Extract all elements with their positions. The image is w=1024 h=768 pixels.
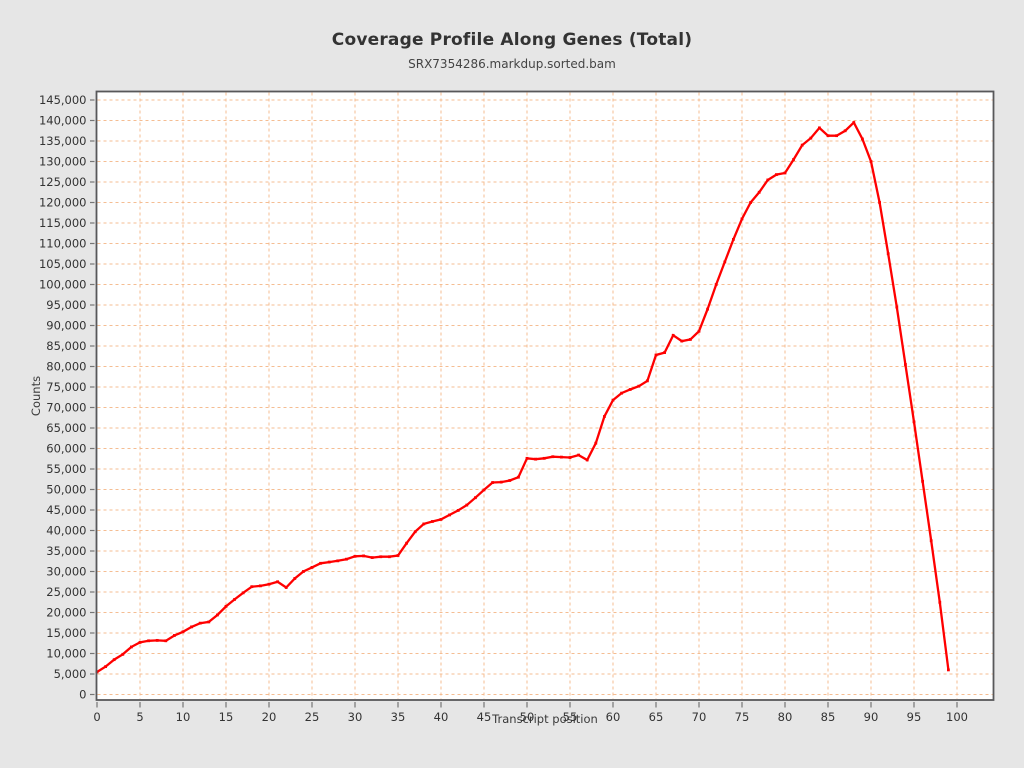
y-tick-label: 5,000 — [54, 667, 87, 681]
x-tick-label: 60 — [606, 710, 621, 724]
y-tick-label: 35,000 — [46, 544, 86, 558]
y-tick-label: 10,000 — [46, 647, 86, 661]
y-tick-label: 65,000 — [46, 421, 86, 435]
y-tick-label: 25,000 — [46, 585, 86, 599]
x-axis-title: Transcript position — [492, 712, 598, 726]
y-tick-label: 110,000 — [39, 237, 87, 251]
y-tick-label: 20,000 — [46, 606, 86, 620]
y-axis-title: Counts — [29, 375, 43, 417]
y-tick-label: 75,000 — [46, 380, 86, 394]
y-tick-label: 120,000 — [39, 196, 87, 210]
x-tick-label: 0 — [93, 710, 100, 724]
x-tick-label: 95 — [907, 710, 922, 724]
x-tick-label: 70 — [692, 710, 707, 724]
plot-border — [95, 90, 995, 701]
plot-area — [96, 91, 994, 700]
y-tick-label: 80,000 — [46, 360, 86, 374]
y-tick-label: 95,000 — [46, 298, 86, 312]
y-tick-labels: 0 5,000 10,000 15,000 20,000 25,000 30,000 35,0… — [39, 93, 87, 702]
grid-layer — [97, 92, 993, 699]
x-tick-label: 20 — [262, 710, 277, 724]
x-tick-label: 90 — [864, 710, 879, 724]
x-tick-label: 65 — [649, 710, 664, 724]
y-tick-label: 135,000 — [39, 134, 87, 148]
y-tick-label: 140,000 — [39, 114, 87, 128]
chart-subtitle: SRX7354286.markdup.sorted.bam — [408, 57, 616, 71]
y-tick-label: 90,000 — [46, 319, 86, 333]
x-tick-label: 80 — [778, 710, 793, 724]
x-tick-label: 45 — [477, 710, 492, 724]
y-tick-label: 100,000 — [39, 278, 87, 292]
y-tick-label: 105,000 — [39, 257, 87, 271]
y-tick-label: 85,000 — [46, 339, 86, 353]
y-tick-label: 125,000 — [39, 175, 87, 189]
y-tick-label: 45,000 — [46, 503, 86, 517]
y-tick-label: 0 — [79, 688, 86, 702]
y-tick-label: 115,000 — [39, 216, 87, 230]
x-tick-labels: 0 5 10 15 20 25 30 35 40 45 50 55 60 65 70 75 80 85 90 95 10… — [93, 710, 968, 724]
y-tick-label: 70,000 — [46, 401, 86, 415]
x-tick-label: 35 — [391, 710, 406, 724]
y-tick-label: 15,000 — [46, 626, 86, 640]
y-tick-label: 60,000 — [46, 442, 86, 456]
x-tick-label: 15 — [219, 710, 234, 724]
chart-header: Coverage Profile Along Genes (Total) SRX… — [0, 30, 1024, 71]
y-tick-label: 55,000 — [46, 462, 86, 476]
y-tick-label: 30,000 — [46, 565, 86, 579]
x-tick-label: 50 — [520, 710, 535, 724]
y-tick-label: 130,000 — [39, 155, 87, 169]
y-tick-label: 145,000 — [39, 93, 87, 107]
x-tick-label: 25 — [305, 710, 320, 724]
y-tick-label: 40,000 — [46, 524, 86, 538]
x-tick-label: 75 — [735, 710, 750, 724]
x-tick-label: 85 — [821, 710, 836, 724]
x-tick-label: 10 — [176, 710, 191, 724]
x-tick-label: 55 — [563, 710, 578, 724]
x-tick-label: 40 — [434, 710, 449, 724]
series-point-markers — [95, 121, 950, 674]
axis-ticks — [90, 99, 958, 708]
chart-title: Coverage Profile Along Genes (Total) — [331, 30, 693, 50]
coverage-series-line — [96, 120, 950, 673]
x-tick-label: 5 — [136, 710, 143, 724]
x-tick-label: 30 — [348, 710, 363, 724]
x-tick-label: 100 — [946, 710, 968, 724]
y-tick-label: 50,000 — [46, 483, 86, 497]
